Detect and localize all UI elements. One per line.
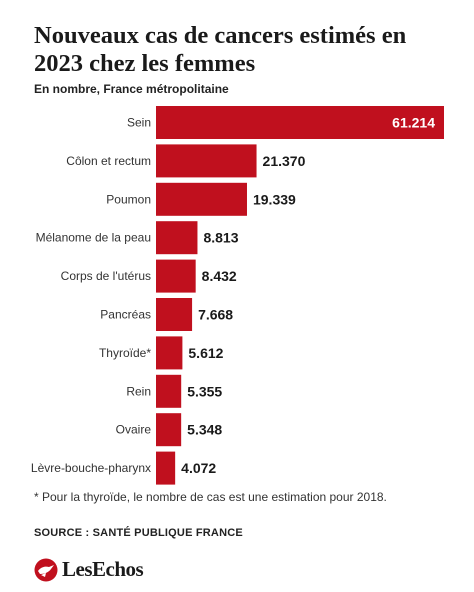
- value-label: 21.370: [263, 153, 306, 169]
- bar: [156, 336, 183, 370]
- bar: [156, 374, 182, 408]
- value-label: 7.668: [198, 307, 233, 323]
- category-label: Côlon et rectum: [66, 154, 151, 168]
- category-label: Lèvre-bouche-pharynx: [31, 461, 151, 475]
- category-label: Corps de l'utérus: [61, 269, 151, 283]
- bar: [156, 451, 176, 485]
- les-echos-bird-icon: [34, 558, 58, 581]
- category-label: Poumon: [106, 192, 151, 206]
- source-credit: SOURCE : SANTÉ PUBLIQUE FRANCE: [34, 527, 243, 539]
- bar: [156, 144, 257, 178]
- value-label: 8.813: [203, 230, 238, 246]
- bar: [156, 221, 198, 255]
- bar-chart: Sein 61.214 Côlon et rectum 21.370 Poumon 19.…: [31, 106, 444, 485]
- value-label: 5.355: [187, 383, 222, 399]
- brand-name: LesEchos: [62, 557, 144, 581]
- bar: [156, 259, 196, 293]
- category-label: Thyroïde*: [99, 346, 151, 360]
- brand-logo: LesEchos: [34, 557, 144, 582]
- value-label: 8.432: [202, 268, 237, 284]
- value-label: 19.339: [253, 191, 296, 207]
- bar: [156, 182, 247, 216]
- category-label: Sein: [127, 116, 151, 130]
- chart-title: Nouveaux cas de cancers estimés en 2023 …: [34, 22, 407, 77]
- category-label: Ovaire: [116, 423, 152, 437]
- category-label: Mélanome de la peau: [36, 231, 151, 245]
- category-label: Pancréas: [100, 308, 151, 322]
- bar: [156, 298, 193, 331]
- value-label: 4.072: [181, 460, 216, 476]
- category-label: Rein: [126, 384, 151, 398]
- footnote: * Pour la thyroïde, le nombre de cas est…: [34, 490, 387, 504]
- value-label: 61.214: [392, 115, 435, 131]
- bar: [156, 106, 444, 139]
- value-label: 5.348: [187, 422, 222, 438]
- bar: [156, 413, 182, 447]
- value-label: 5.612: [188, 345, 223, 361]
- chart-subtitle: En nombre, France métropolitaine: [34, 82, 229, 96]
